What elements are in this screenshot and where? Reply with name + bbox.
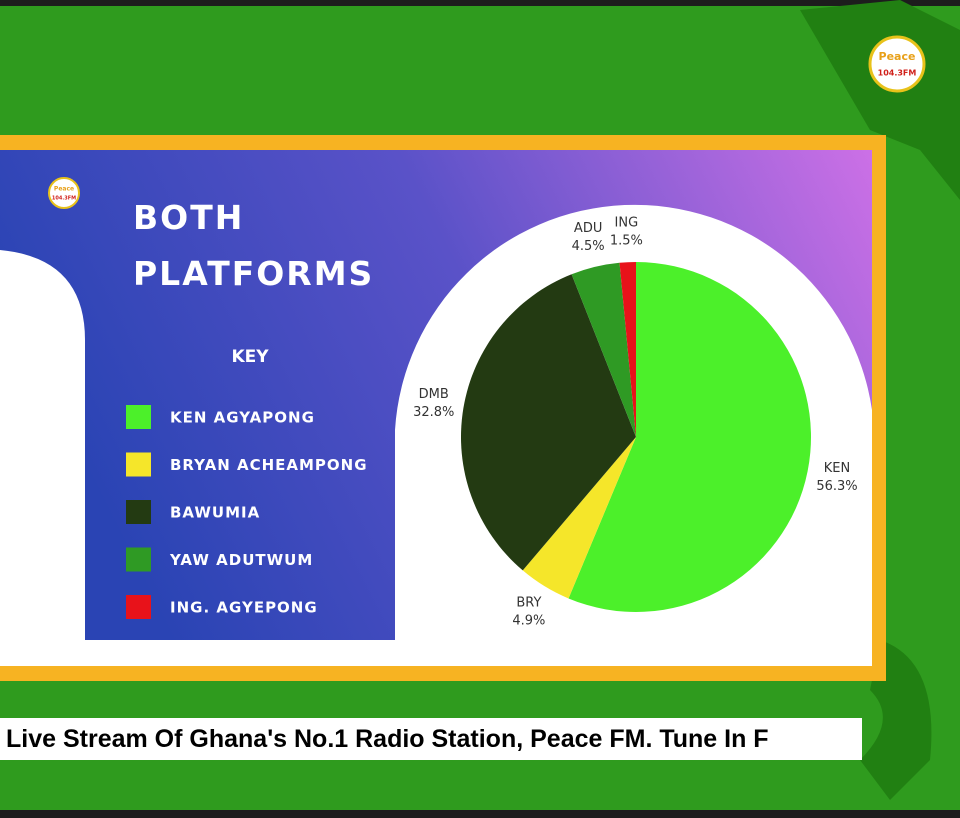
pie-slice	[568, 262, 811, 612]
legend-swatch	[126, 500, 151, 524]
legend-swatch	[126, 405, 151, 429]
slice-category: DMB	[419, 387, 449, 402]
panel-strip	[0, 640, 872, 666]
slice-value: 1.5%	[610, 234, 643, 249]
top-edge	[0, 0, 960, 6]
panel-curve	[0, 250, 85, 666]
legend-label: BRYAN ACHEAMPONG	[170, 456, 368, 474]
legend-label: ING. AGYEPONG	[170, 599, 318, 617]
logo-frequency: 104.3FM	[878, 69, 917, 78]
legend-label: YAW ADUTWUM	[169, 551, 313, 569]
pie-slice	[522, 437, 636, 599]
slice-category: BRY	[516, 595, 541, 610]
slice-category: ADU	[574, 221, 602, 236]
legend-label: KEN AGYAPONG	[170, 409, 315, 427]
logo: Peace 104.3FM	[48, 177, 80, 209]
ticker: Live Stream Of Ghana's No.1 Radio Statio…	[0, 718, 862, 760]
chart-title: BOTH PLATFORMS	[133, 198, 375, 293]
logo-frequency: 104.3FM	[52, 196, 76, 202]
bottom-edge	[0, 810, 960, 818]
pie-slice	[571, 262, 636, 437]
legend-swatch	[126, 595, 151, 619]
legend-swatch	[126, 547, 151, 572]
legend-swatch	[126, 452, 151, 477]
slice-value: 56.3%	[816, 479, 857, 494]
pie-slice	[460, 274, 636, 571]
legend-title: KEY	[231, 347, 269, 367]
slice-value: 32.8%	[413, 405, 454, 420]
slice-value: 4.5%	[572, 239, 605, 254]
logo: Peace 104.3FM	[868, 35, 926, 93]
logo-name: Peace	[879, 50, 916, 63]
slice-category: KEN	[824, 461, 850, 476]
logo-name: Peace	[54, 186, 74, 193]
pie-slice	[619, 262, 636, 437]
legend-label: BAWUMIA	[170, 504, 260, 522]
slice-category: ING	[615, 216, 639, 231]
slice-value: 4.9%	[512, 613, 545, 628]
